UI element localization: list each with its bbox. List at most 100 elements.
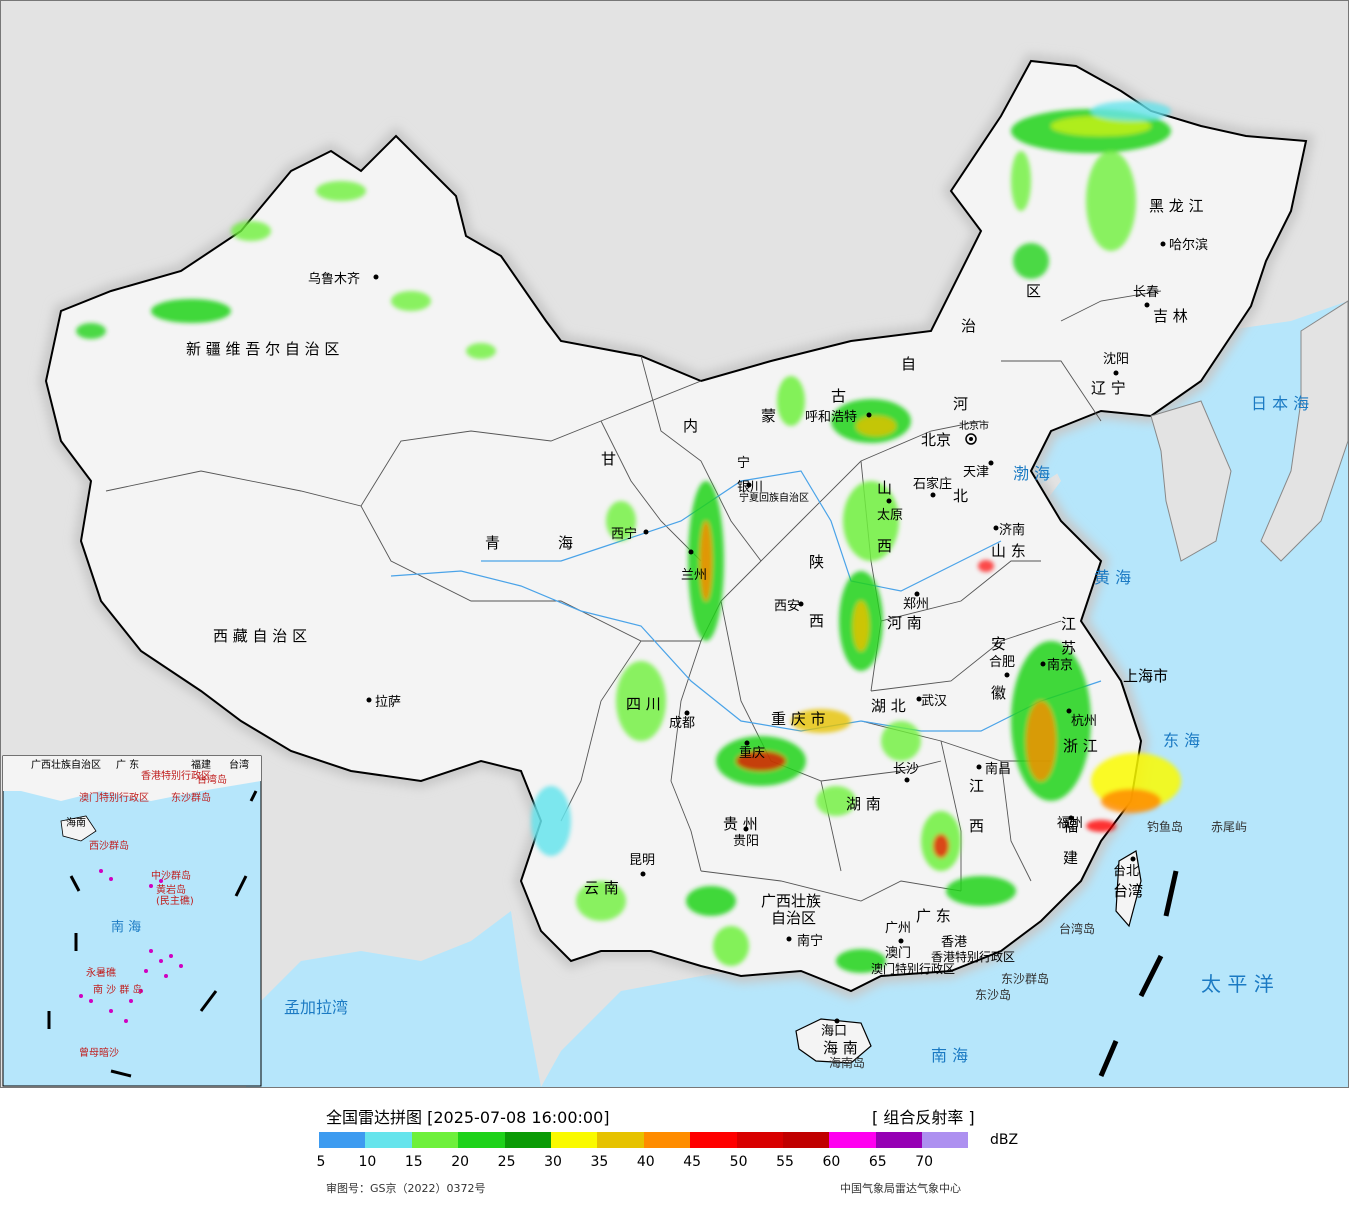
label-ningxia-short: 宁 [737,455,750,471]
label-guangdong: 广 东 [916,907,951,925]
label-neimenggu-4: 治 [961,317,976,335]
sea-ribenhai: 日 本 海 [1251,394,1309,413]
label-jilin: 吉 林 [1153,307,1188,325]
scale-tick-0: 5 [316,1154,326,1170]
city-macao: 澳门 [885,945,911,961]
color-swatch-11 [829,1132,876,1148]
scale-tick-5: 30 [544,1154,562,1170]
color-swatch-8 [690,1132,737,1148]
label-guizhou: 贵 州 [723,815,758,833]
color-swatch-6 [597,1132,644,1148]
inset-guangxi: 广西壮族自治区 [31,758,101,771]
island-chiwei: 赤尾屿 [1211,820,1247,834]
color-swatch-5 [550,1132,598,1148]
scale-tick-4: 25 [497,1154,516,1170]
label-neimenggu-5: 区 [1026,282,1041,300]
inset-huangyan-sub: (民主礁) [156,894,194,907]
scale-tick-7: 40 [636,1154,655,1170]
color-swatch-1 [365,1132,412,1148]
map-approval-number: 审图号：GS京（2022）0372号 [326,1182,486,1195]
scale-tick-12: 65 [868,1154,887,1170]
city-hohhot: 呼和浩特 [805,410,857,425]
color-swatch-7 [643,1132,691,1148]
scale-tick-8: 45 [683,1154,702,1170]
hainan-island [795,1018,872,1064]
inset-huangyan: 黄岩岛 [156,883,186,896]
label-sichuan: 四 川 [626,695,661,713]
province-labels: 新 疆 维 吾 尔 自 治 区 西 藏 自 治 区 青 海 甘 内 蒙 古 自 … [186,197,1204,1057]
label-gansu: 甘 [601,450,616,468]
city-chengdu: 成都 [669,716,695,731]
label-beijing-city: 北京市 [959,419,989,432]
label-heilongjiang: 黑 龙 江 [1149,197,1204,215]
color-swatch-10 [782,1132,830,1148]
city-hangzhou: 杭州 [1071,714,1097,729]
city-harbin: 哈尔滨 [1169,237,1208,253]
city-taipei: 台北 [1113,864,1139,879]
label-neimenggu-2: 古 [831,387,846,405]
scale-tick-11: 60 [822,1154,841,1170]
rivers [390,470,1102,732]
label-beijing: 北京 [921,431,951,449]
color-swatch-0 [319,1132,366,1148]
label-chongqing: 重 庆 市 [771,710,826,728]
sea-labels: 渤 海 黄 海 东 海 南 海 太 平 洋 日 本 海 孟加拉湾 [284,394,1309,1065]
korea-land [1150,400,1232,562]
label-hebei-2: 北 [953,487,968,505]
radar-map[interactable]: 新 疆 维 吾 尔 自 治 区 西 藏 自 治 区 青 海 甘 内 蒙 古 自 … [0,0,1349,1088]
label-neimenggu-3: 自 [901,355,916,373]
label-shandong: 山 东 [991,542,1026,560]
sea-nanhai: 南 海 [931,1046,968,1065]
label-hunan: 湖 南 [846,795,881,813]
city-hongkong: 香港 [941,935,967,950]
island-diaoyu: 钓鱼岛 [1147,819,1183,834]
inset-dongsha: 东沙群岛 [171,791,211,804]
radar-echoes [76,101,1181,973]
inset-taiwan-island: 台湾岛 [197,773,227,786]
sea-taipingyang: 太 平 洋 [1201,972,1274,996]
scale-tick-2: 15 [404,1154,423,1170]
label-jiangxi-1: 西 [969,817,984,835]
city-nanchang: 南昌 [985,761,1011,777]
legend-unit: dBZ [990,1132,1019,1148]
sea-donghai: 东 海 [1163,731,1200,750]
color-swatch-2 [411,1132,459,1148]
label-neimenggu-0: 内 [683,417,698,435]
city-fuzhou: 福州 [1057,816,1083,831]
city-changsha: 长沙 [893,762,919,777]
label-henan: 河 南 [887,614,922,632]
city-dots [366,241,1166,1024]
scale-tick-9: 50 [729,1154,748,1170]
sea-huanghai: 黄 海 [1094,568,1131,587]
legend-panel: 全国雷达拼图 [2025-07-08 16:00:00] [ 组合反射率 ] d… [0,1088,1349,1208]
city-yinchuan: 银川 [737,480,763,495]
color-swatch-9 [736,1132,783,1148]
inset-yongshu: 永暑礁 [86,966,116,979]
label-hk: 香港特别行政区 [931,949,1015,964]
sea-mengjiala: 孟加拉湾 [284,998,348,1017]
china-land [44,59,1308,993]
inset-labels: 广西壮族自治区 广 东 福建 台湾 香港特别行政区 澳门特别行政区 台湾岛 东沙… [31,758,249,1059]
city-urumqi: 乌鲁木齐 [308,271,360,287]
label-jiangxi-0: 江 [969,777,984,795]
inset-hk: 香港特别行政区 [141,769,211,782]
island-hainan: 海南岛 [829,1055,865,1070]
inset-nansha: 南 沙 群 岛 [93,983,143,996]
inset-fujian: 福建 [191,758,211,771]
city-shenyang: 沈阳 [1103,352,1129,367]
inset-guangdong: 广 东 [116,758,139,771]
island-chain-marks [1098,870,1179,1077]
label-fujian-0: 福 [1063,817,1078,835]
city-kunming: 昆明 [629,853,655,868]
sea-bohai: 渤 海 [1013,464,1050,483]
island-dongsha: 东沙岛 [975,987,1011,1002]
label-hubei: 湖 北 [871,697,906,715]
label-liaoning: 辽 宁 [1091,379,1126,397]
inset-xisha: 西沙群岛 [89,839,129,852]
inset-nanhai: 南 海 [111,919,141,935]
city-xining: 西宁 [611,526,637,542]
label-shaanxi-0: 陕 [809,553,824,571]
label-macau: 澳门特别行政区 [871,961,955,976]
label-hebei-1: 河 [953,395,968,413]
label-tianjin: 天津 [963,465,989,480]
